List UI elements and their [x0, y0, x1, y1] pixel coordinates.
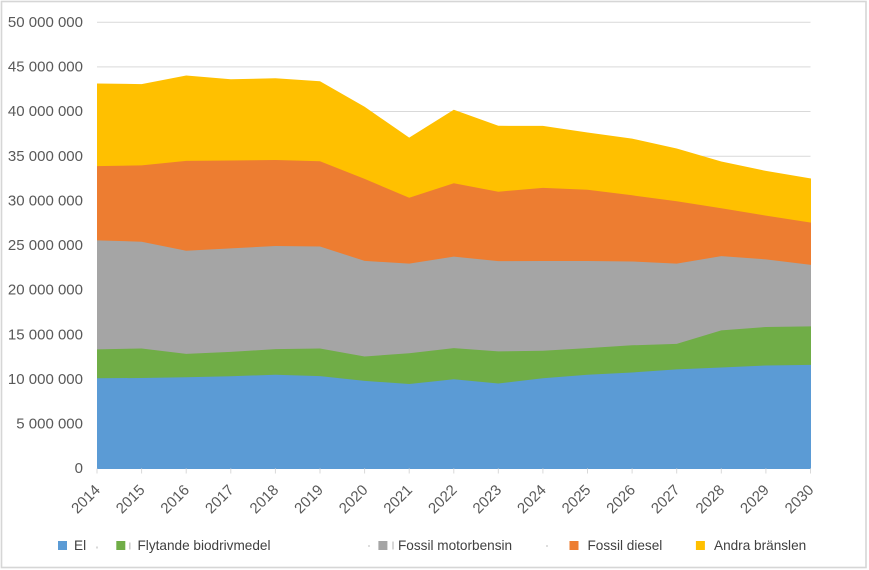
svg-text:El: El	[74, 538, 86, 553]
svg-text:35 000 000: 35 000 000	[8, 148, 83, 165]
svg-text:30 000 000: 30 000 000	[8, 193, 83, 210]
svg-text:40 000 000: 40 000 000	[8, 103, 83, 120]
svg-text:10 000 000: 10 000 000	[8, 371, 83, 388]
svg-text:Fossil motorbensin: Fossil motorbensin	[398, 538, 512, 553]
svg-text:Fossil diesel: Fossil diesel	[588, 538, 663, 553]
svg-text:25 000 000: 25 000 000	[8, 237, 83, 254]
svg-text:15 000 000: 15 000 000	[8, 326, 83, 343]
svg-text:Flytande biodrivmedel: Flytande biodrivmedel	[138, 538, 271, 553]
svg-text:45 000 000: 45 000 000	[8, 59, 83, 76]
svg-text:20 000 000: 20 000 000	[8, 282, 83, 299]
svg-text:Andra bränslen: Andra bränslen	[714, 538, 806, 553]
svg-text:50 000 000: 50 000 000	[8, 14, 83, 31]
svg-text:5 000 000: 5 000 000	[16, 416, 83, 433]
svg-text:0: 0	[75, 460, 83, 477]
